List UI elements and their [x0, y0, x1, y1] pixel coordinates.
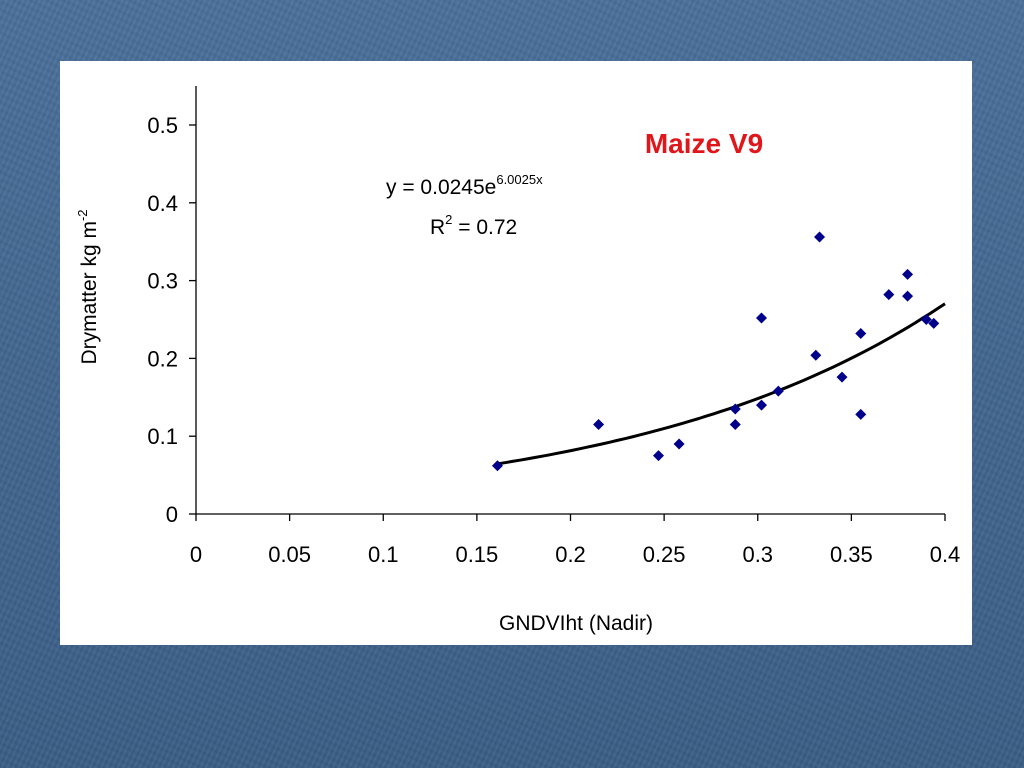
chart-panel: Maize V9 y = 0.0245e6.0025x R2 = 0.72 GN…: [60, 61, 972, 645]
data-point: [491, 460, 503, 472]
x-tick-label: 0.05: [268, 542, 311, 567]
chart-title: Maize V9: [645, 128, 763, 159]
data-points: [491, 231, 940, 472]
data-point: [920, 314, 932, 325]
trendline: [497, 302, 946, 466]
x-tick-label: 0: [190, 542, 202, 567]
trendline-group: [497, 302, 946, 466]
r2-value: = 0.72: [452, 216, 517, 239]
x-tick-label: 0.3: [742, 542, 773, 567]
r2-superscript: 2: [445, 212, 452, 227]
data-point: [653, 450, 665, 462]
equation-exponent: 6.0025x: [496, 172, 543, 187]
r-squared-label: R2 = 0.72: [430, 212, 517, 239]
y-tick-label: 0.4: [147, 191, 178, 216]
y-tick-label: 0: [166, 502, 178, 527]
data-point: [593, 419, 605, 431]
data-point: [902, 290, 914, 302]
equation-main: y = 0.0245e: [386, 176, 496, 199]
x-tick-label: 0.2: [555, 542, 586, 567]
data-point: [729, 419, 741, 431]
y-axis-title-text: Drymatter kg m: [78, 221, 101, 365]
x-tick-label: 0.15: [455, 542, 498, 567]
trendline-equation: y = 0.0245e6.0025x: [386, 172, 543, 199]
data-point: [729, 403, 741, 415]
y-axis-title-superscript: -2: [75, 209, 90, 221]
data-point: [883, 289, 895, 301]
y-tick-label: 0.3: [147, 269, 178, 294]
r2-prefix: R: [430, 216, 445, 239]
x-axis-title: GNDVIht (Nadir): [499, 612, 653, 635]
data-point: [772, 385, 784, 397]
y-tick-label: 0.5: [147, 113, 178, 138]
data-point: [673, 438, 685, 450]
y-tick-label: 0.1: [147, 424, 178, 449]
y-axis-title: Drymatter kg m-2: [75, 209, 101, 364]
axes: 0 0.05 0.1 0.15 0.2 0.25 0.3 0.35 0.4 0 0.1 0.2 0.3 0…: [147, 86, 960, 567]
data-point: [755, 399, 767, 411]
data-point: [902, 268, 914, 280]
x-tick-label: 0.4: [930, 542, 961, 567]
x-tick-label: 0.25: [643, 542, 686, 567]
data-point: [928, 317, 940, 329]
x-tick-label: 0.1: [368, 542, 399, 567]
y-tick-label: 0.2: [147, 346, 178, 371]
data-point: [836, 371, 848, 383]
data-point: [810, 349, 822, 361]
data-point: [855, 328, 867, 340]
data-point: [855, 408, 867, 420]
x-tick-label: 0.35: [830, 542, 873, 567]
data-point: [755, 312, 767, 324]
data-point: [814, 231, 826, 243]
scatter-chart: Maize V9 y = 0.0245e6.0025x R2 = 0.72 GN…: [75, 86, 960, 635]
